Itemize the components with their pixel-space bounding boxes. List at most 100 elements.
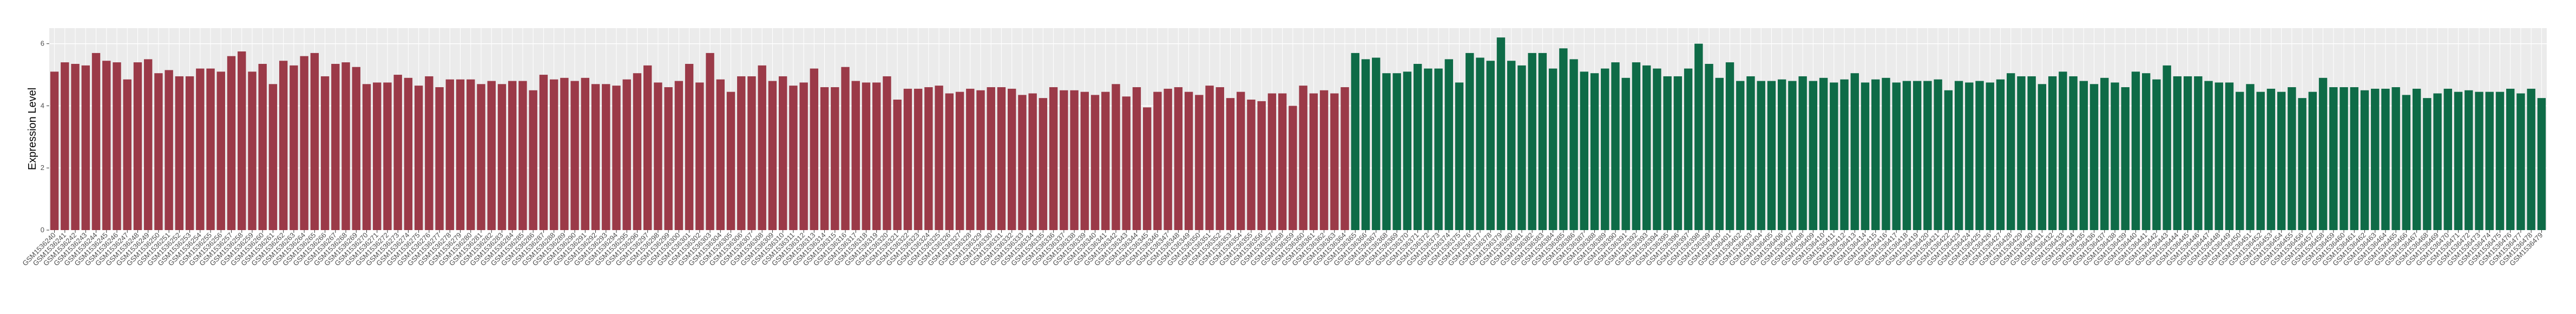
bar — [539, 75, 548, 231]
bar — [1777, 79, 1786, 230]
bar — [2236, 91, 2244, 230]
bar — [1466, 53, 1474, 231]
bar — [1049, 87, 1058, 230]
bar — [61, 62, 69, 230]
bar — [1090, 95, 1100, 230]
bar — [966, 88, 975, 230]
bar — [2121, 87, 2130, 230]
bar — [2308, 91, 2317, 230]
bar — [1486, 61, 1495, 230]
bar — [404, 77, 413, 231]
bar — [123, 79, 132, 230]
bar — [1705, 63, 1713, 230]
y-axis-label: Expression Level — [27, 88, 38, 170]
bar — [2288, 87, 2296, 230]
bar — [945, 93, 954, 230]
bar — [258, 63, 267, 230]
bar — [1330, 93, 1339, 230]
bar — [1382, 73, 1391, 230]
bar — [2194, 76, 2203, 230]
bar — [1455, 82, 1464, 230]
bar — [91, 53, 101, 231]
bar — [154, 73, 163, 230]
bar — [113, 62, 121, 230]
bar — [1039, 98, 1048, 230]
bar — [1278, 93, 1287, 230]
bar — [1351, 53, 1359, 231]
bar — [2506, 88, 2515, 230]
bar — [2225, 82, 2234, 230]
bar — [81, 65, 90, 230]
bar — [268, 84, 278, 231]
bar — [1684, 68, 1693, 230]
plot-background — [49, 28, 2547, 230]
bar — [1653, 68, 1661, 230]
bar — [2516, 93, 2525, 230]
bar — [2131, 71, 2140, 231]
bar — [903, 88, 912, 230]
bar — [1590, 73, 1599, 230]
bar — [1694, 43, 1703, 230]
bar — [737, 76, 746, 230]
bar — [50, 71, 59, 231]
bar — [1132, 87, 1141, 230]
bar — [2495, 91, 2505, 230]
bar — [352, 67, 360, 230]
bar — [1819, 77, 1828, 231]
bar — [445, 79, 455, 230]
bar — [1112, 84, 1120, 231]
bar — [1954, 81, 1963, 231]
bar — [2465, 90, 2473, 230]
bar — [1850, 73, 1859, 230]
bar — [2100, 77, 2109, 231]
bar — [238, 51, 246, 231]
bar — [1861, 82, 1870, 230]
bar — [1517, 65, 1526, 230]
bar — [1434, 68, 1443, 230]
bar — [976, 90, 985, 230]
bar — [1996, 79, 2005, 230]
bar — [1621, 77, 1630, 231]
bar — [831, 87, 839, 230]
bar — [1392, 73, 1401, 230]
bar — [2381, 88, 2390, 230]
bar — [1673, 76, 1683, 230]
bar — [612, 86, 621, 230]
bar — [1153, 91, 1162, 230]
bar — [987, 87, 995, 230]
bar — [2027, 76, 2036, 230]
bar — [570, 81, 579, 231]
bar — [1340, 87, 1349, 230]
bar — [622, 79, 631, 230]
bar — [1944, 90, 1953, 230]
bar — [529, 90, 537, 230]
bar — [643, 65, 652, 230]
bar — [674, 81, 684, 231]
bar — [1934, 79, 1942, 230]
bar — [664, 87, 673, 230]
bar — [758, 65, 766, 230]
bar — [747, 76, 756, 230]
bar — [414, 86, 423, 230]
bar — [2391, 87, 2400, 230]
bar — [1788, 81, 1797, 231]
bar — [1611, 62, 1620, 230]
bar — [1289, 106, 1297, 230]
bar — [1496, 37, 1506, 230]
bar — [1548, 68, 1558, 230]
bar — [2183, 76, 2192, 230]
bar — [924, 87, 933, 230]
bar — [2443, 88, 2453, 230]
bar — [518, 81, 527, 231]
bar — [1184, 91, 1193, 230]
bar — [2059, 71, 2067, 231]
bar — [862, 82, 871, 230]
bar — [2277, 91, 2286, 230]
bar — [1965, 82, 1974, 230]
bar — [2214, 82, 2223, 230]
bar — [2069, 76, 2078, 230]
bar — [383, 82, 392, 230]
bar — [1018, 95, 1027, 230]
bar — [279, 61, 288, 230]
bar — [2475, 91, 2483, 230]
